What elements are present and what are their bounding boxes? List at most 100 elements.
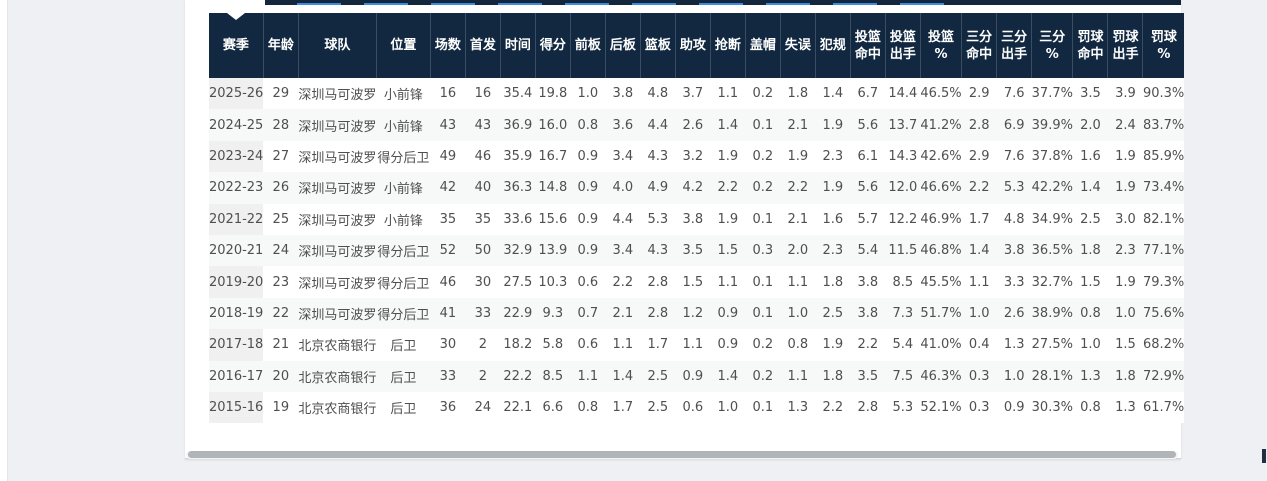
tab-underline[interactable] (297, 3, 341, 5)
stat-cell: 7.3 (885, 297, 921, 330)
table-row: 2021-22 25 深圳马可波罗 小前锋 35 35 33.6 15.6 0.9 4.4 5.3 3… (209, 203, 1185, 235)
column-header: 盖帽 (745, 13, 781, 78)
stat-cell: 37.7% (1031, 78, 1073, 110)
stat-cell: 7.6 (996, 78, 1032, 110)
stat-cell: 后卫 (376, 360, 431, 392)
stat-cell: 72.9% (1142, 360, 1185, 392)
tab-underline[interactable] (498, 3, 542, 5)
tab-underline[interactable] (565, 3, 609, 5)
column-header-label: 命中 (854, 46, 881, 62)
column-header-label: 得分 (539, 38, 566, 53)
stat-cell: 4.0 (605, 172, 641, 204)
column-header-label: % (1157, 46, 1171, 62)
stat-cell: 35.4 (500, 78, 536, 110)
stat-cell: 1.1 (780, 266, 816, 298)
tab-underline[interactable] (900, 3, 944, 5)
horizontal-scrollbar[interactable] (186, 451, 1178, 459)
stat-cell: 0.2 (745, 172, 781, 204)
column-header-label: 罚球 (1077, 29, 1104, 45)
stat-cell: 3.5 (850, 360, 886, 392)
stat-cell: 2.9 (961, 140, 997, 173)
stat-cell: 1.4 (605, 360, 641, 392)
column-header: 三分 命中 (961, 13, 998, 78)
column-header-label: 犯规 (819, 38, 846, 53)
stat-cell: 5.3 (640, 203, 676, 235)
tab-underline[interactable] (833, 3, 877, 5)
stat-cell: 1.5 (710, 234, 746, 267)
stat-cell: 2 (465, 360, 501, 392)
stat-cell: 得分后卫 (376, 140, 431, 173)
table-header: 赛季 年龄 球队 位置 场数 首发 时间 得分 前板 后板 篮板 助攻 抢断 盖帽 失误 犯规 投篮 命中 投篮 出手… (209, 13, 1185, 78)
stat-cell: 35.9 (500, 140, 536, 173)
table-row: 2022-23 26 深圳马可波罗 小前锋 42 40 36.3 14.8 0.9 4.0 4.9 4… (209, 172, 1185, 204)
column-header: 赛季 (209, 13, 264, 78)
column-header-label: 命中 (966, 46, 993, 62)
stat-cell: 北京农商银行 (298, 391, 377, 424)
stat-cell: 33.6 (500, 203, 536, 235)
tab-underline[interactable] (364, 3, 408, 5)
stat-cell: 7.6 (996, 140, 1032, 173)
column-header: 投篮 出手 (885, 13, 921, 78)
stat-cell: 5.8 (535, 329, 571, 361)
stat-cell: 46 (430, 266, 466, 298)
stat-cell: 2.0 (1072, 109, 1108, 141)
stat-cell: 5.6 (850, 109, 886, 141)
stat-cell: 32.9 (500, 234, 536, 267)
stat-cell: 1.8 (1072, 234, 1108, 267)
stat-cell: 2.2 (850, 329, 886, 361)
table-row: 2015-16 19 北京农商银行 后卫 36 24 22.1 6.6 0.8 1.7 2.5 0.6… (209, 391, 1185, 424)
stat-cell: 37.8% (1031, 140, 1073, 173)
season-cell: 2021-22 (209, 203, 264, 235)
stat-cell: 1.0 (996, 360, 1032, 392)
active-column-pointer-icon (227, 13, 245, 20)
column-header: 失误 (780, 13, 816, 78)
horizontal-scrollbar-thumb[interactable] (188, 451, 1176, 458)
stat-cell: 14.3 (885, 140, 921, 173)
column-header-label: 后板 (609, 38, 636, 53)
stat-cell: 24 (465, 391, 501, 424)
stat-cell: 51.7% (920, 297, 962, 330)
column-header: 前板 (570, 13, 606, 78)
stat-cell: 2.9 (961, 78, 997, 110)
stat-cell: 1.0 (1072, 329, 1108, 361)
stat-cell: 1.9 (815, 109, 851, 141)
stat-cell: 3.0 (1107, 203, 1143, 235)
stat-cell: 2.4 (1107, 109, 1143, 141)
column-header-label: 三分 (966, 29, 993, 45)
stat-cell: 14.4 (885, 78, 921, 110)
tab-underline[interactable] (766, 3, 810, 5)
stat-cell: 2.8 (640, 266, 676, 298)
stat-cell: 0.1 (745, 203, 781, 235)
vertical-scrollbar-thumb[interactable] (1262, 449, 1266, 463)
stat-cell: 1.0 (710, 391, 746, 424)
table-body: 2025-26 29 深圳马可波罗 小前锋 16 16 35.4 19.8 1.0 3.8 4.8 3… (209, 78, 1185, 424)
stat-cell: 0.1 (745, 266, 781, 298)
stat-cell: 2.3 (815, 234, 851, 267)
stat-cell: 45.5% (920, 266, 962, 298)
column-header-label: 时间 (504, 38, 531, 53)
stat-cell: 35 (465, 203, 501, 235)
left-gutter (0, 0, 8, 481)
stat-cell: 6.7 (850, 78, 886, 110)
tab-underline[interactable] (431, 3, 475, 5)
stat-cell: 0.6 (570, 329, 606, 361)
stat-cell: 1.1 (605, 329, 641, 361)
stat-cell: 2.1 (780, 109, 816, 141)
stat-cell: 深圳马可波罗 (298, 140, 377, 173)
stat-cell: 46.3% (920, 360, 962, 392)
stat-cell: 3.8 (850, 297, 886, 330)
stat-cell: 46.5% (920, 78, 962, 110)
stat-cell: 0.9 (710, 297, 746, 330)
stat-cell: 15.6 (535, 203, 571, 235)
column-header-label: 出手 (889, 46, 916, 62)
tab-underline[interactable] (632, 3, 676, 5)
table-row: 2023-24 27 深圳马可波罗 得分后卫 49 46 35.9 16.7 0.9 3.4 4.3… (209, 140, 1185, 173)
stat-cell: 1.1 (780, 360, 816, 392)
column-header-label: 出手 (1112, 46, 1139, 62)
column-header: 罚球 出手 (1107, 13, 1144, 78)
stat-cell: 6.6 (535, 391, 571, 424)
stat-cell: 2.2 (605, 266, 641, 298)
stat-cell: 0.9 (570, 140, 606, 173)
tab-underline[interactable] (699, 3, 743, 5)
stat-cell: 5.4 (885, 329, 921, 361)
